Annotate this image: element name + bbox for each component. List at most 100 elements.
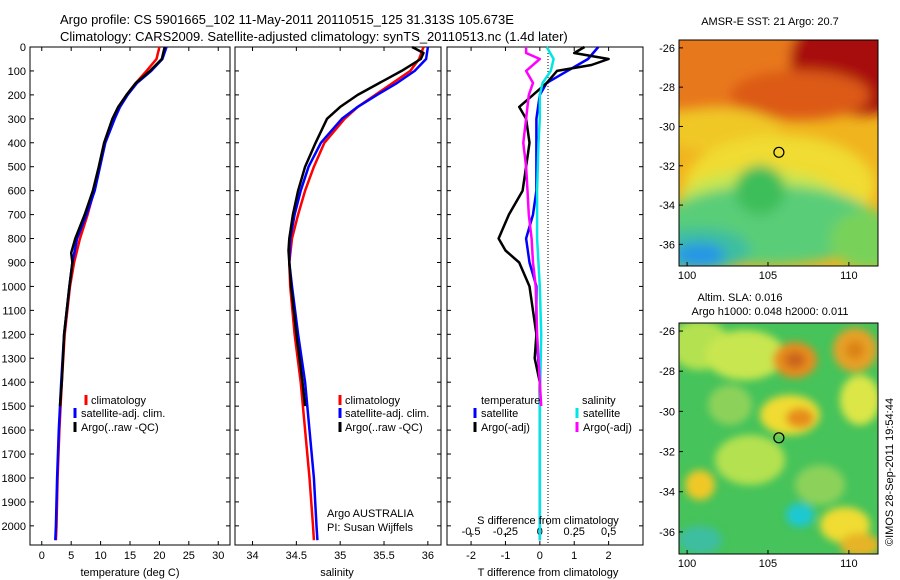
- difference-lines: [497, 45, 610, 541]
- temperature-lines: [54, 46, 168, 541]
- series-line-temperature-argo-adj-: [497, 45, 610, 407]
- y-tick-label: 1800: [2, 473, 26, 485]
- legend-temp-satellite: satellite: [481, 408, 518, 420]
- difference-panel: -2 -1 0 1 2-0.5 -0.25 0 0.25 0.5 temperature sal…: [446, 45, 644, 579]
- sla-field: [679, 323, 878, 554]
- legend-satellite: satellite-adj. clim.: [345, 408, 429, 420]
- temperature-panel: 0100200300400500600700800900100011001200…: [2, 42, 231, 579]
- map-y-tick-label: -36: [659, 239, 675, 251]
- map-y-tick-label: -26: [659, 43, 675, 55]
- difference-legend: temperature salinity satellite Argo(-adj…: [473, 395, 632, 434]
- map-y-tick-label: -26: [659, 326, 675, 338]
- sst-map-title: AMSR-E SST: 21 Argo: 20.7: [701, 16, 839, 28]
- x-tick-label: 20: [153, 550, 165, 562]
- temperature-ticks: 0100200300400500600700800900100011001200…: [2, 42, 230, 562]
- legend-title-temperature: temperature: [481, 395, 540, 407]
- sst-map-frame: [678, 39, 879, 267]
- y-tick-label: 1200: [2, 329, 26, 341]
- y-tick-label: 1500: [2, 401, 26, 413]
- series-line-salinity-argo-adj-: [522, 47, 543, 407]
- sla-map-title: Altim. SLA: 0.016: [698, 292, 783, 304]
- y-tick-label: 1000: [2, 281, 26, 293]
- sla-map-subtitle: Argo h1000: 0.048 h2000: 0.011: [692, 306, 849, 318]
- sst-field: [679, 40, 878, 266]
- map-x-tick-label: 105: [759, 270, 777, 282]
- map-x-tick-label: 110: [840, 558, 858, 570]
- x-tick-label: 5: [68, 550, 74, 562]
- salinity-lines: [287, 45, 430, 541]
- salinity-panel: 34 34.5 35 35.5 36 climatology satellite-adj…: [234, 45, 442, 579]
- annotation-argo-australia: Argo AUSTRALIA: [327, 508, 414, 520]
- x-top-tick-label: -0.25: [493, 526, 518, 538]
- y-tick-label: 100: [8, 66, 26, 78]
- y-tick-label: 2000: [2, 521, 26, 533]
- salinity-frame: [234, 46, 442, 546]
- sst-map-ticks: 100 105 110 -26 -28 -30 -32 -34 -36: [659, 43, 858, 282]
- map-y-tick-label: -32: [659, 447, 675, 459]
- legend-climatology: climatology: [91, 395, 147, 407]
- difference-frame: [446, 46, 644, 546]
- x-tick-label: 2: [606, 550, 612, 562]
- x-tick-label: 34.5: [286, 550, 307, 562]
- map-x-tick-label: 110: [840, 270, 858, 282]
- difference-ticks: -2 -1 0 1 2-0.5 -0.25 0 0.25 0.5: [447, 46, 643, 562]
- legend-argo: Argo(..raw -QC): [345, 422, 423, 434]
- legend-temp-argo: Argo(-adj): [481, 422, 530, 434]
- y-tick-label: 800: [8, 234, 26, 246]
- x-top-tick-label: 0.25: [564, 526, 585, 538]
- series-line-climatology: [288, 46, 425, 541]
- argo-location-marker: [773, 146, 785, 158]
- map-y-tick-label: -32: [659, 161, 675, 173]
- header-line2: Climatology: CARS2009. Satellite-adjuste…: [60, 29, 568, 44]
- x-tick-label: 34: [246, 550, 258, 562]
- map-y-tick-label: -30: [659, 121, 675, 133]
- x-tick-label: 0: [39, 550, 45, 562]
- x-tick-label: 10: [94, 550, 106, 562]
- map-y-tick-label: -30: [659, 406, 675, 418]
- legend-climatology: climatology: [345, 395, 401, 407]
- legend-satellite: satellite-adj. clim.: [81, 408, 165, 420]
- x-tick-label: -1: [501, 550, 511, 562]
- temperature-xlabel: temperature (deg C): [80, 567, 179, 579]
- sla-map: Altim. SLA: 0.016 Argo h1000: 0.048 h200…: [659, 292, 879, 570]
- y-tick-label: 400: [8, 138, 26, 150]
- temperature-legend: climatology satellite-adj. clim. Argo(..…: [73, 395, 165, 434]
- annotation-pi: PI: Susan Wijffels: [327, 522, 413, 534]
- y-tick-label: 1700: [2, 449, 26, 461]
- x-tick-label: 35: [334, 550, 346, 562]
- legend-sal-satellite: satellite: [583, 408, 620, 420]
- y-tick-label: 1100: [2, 305, 26, 317]
- y-tick-label: 1600: [2, 425, 26, 437]
- y-tick-label: 1900: [2, 497, 26, 509]
- difference-xlabel-top: S difference from climatology: [477, 515, 619, 527]
- x-tick-label: -2: [466, 550, 476, 562]
- map-y-tick-label: -34: [659, 487, 675, 499]
- x-tick-label: 1: [571, 550, 577, 562]
- header-line1: Argo profile: CS 5901665_102 11-May-2011…: [60, 12, 514, 27]
- temperature-frame: [29, 46, 231, 546]
- imos-stamp: ©IMOS 28-Sep-2011 19:54:44: [884, 398, 896, 546]
- series-line-climatology: [54, 46, 161, 541]
- x-tick-label: 0: [537, 550, 543, 562]
- map-y-tick-label: -36: [659, 527, 675, 539]
- x-tick-label: 25: [183, 550, 195, 562]
- x-tick-label: 36: [422, 550, 434, 562]
- legend-argo: Argo(..raw -QC): [81, 422, 159, 434]
- legend-title-salinity: salinity: [582, 395, 616, 407]
- y-tick-label: 600: [8, 186, 26, 198]
- legend-sal-argo: Argo(-adj): [583, 422, 632, 434]
- y-tick-label: 500: [8, 162, 26, 174]
- x-tick-label: 15: [124, 550, 136, 562]
- x-tick-label: 30: [212, 550, 224, 562]
- y-tick-label: 300: [8, 114, 26, 126]
- y-tick-label: 1300: [2, 353, 26, 365]
- argo-location-marker: [773, 432, 785, 444]
- y-tick-label: 1400: [2, 377, 26, 389]
- x-top-tick-label: -0.5: [462, 526, 481, 538]
- sla-map-ticks: 100 105 110 -26 -28 -30 -32 -34 -36: [659, 326, 858, 570]
- map-y-tick-label: -34: [659, 200, 675, 212]
- map-x-tick-label: 100: [678, 558, 696, 570]
- map-y-tick-label: -28: [659, 366, 675, 378]
- sla-map-frame: [678, 322, 879, 555]
